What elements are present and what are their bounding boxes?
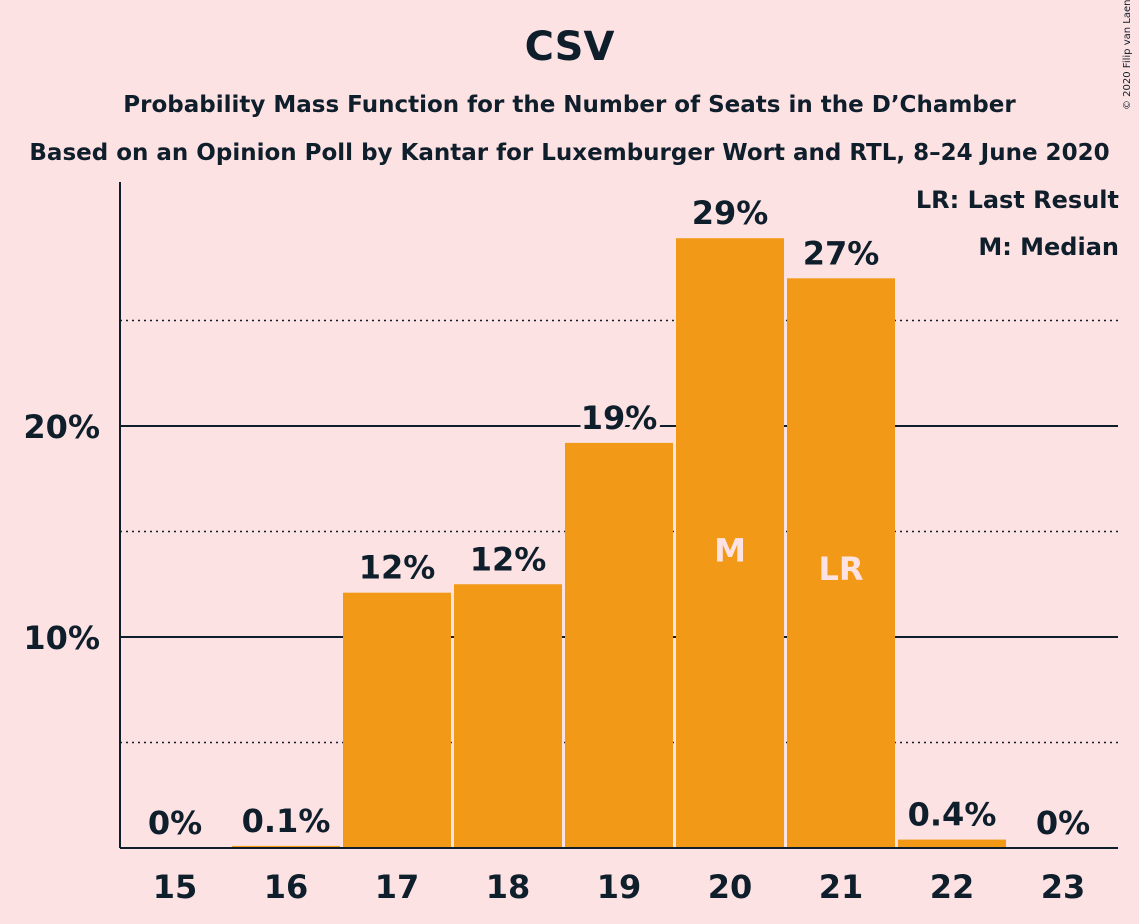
- chart-title: CSV: [524, 24, 615, 70]
- bar-value-label: 29%: [692, 194, 769, 232]
- bar-marker-label: M: [714, 531, 746, 569]
- bar-marker-label: LR: [818, 550, 863, 588]
- x-tick-label: 16: [264, 868, 309, 906]
- bar-value-label: 12%: [359, 549, 436, 587]
- bar-value-label: 19%: [581, 399, 658, 437]
- bar-value-label: 0%: [148, 804, 202, 842]
- bar-value-label: 0%: [1036, 804, 1090, 842]
- bar: [898, 839, 1006, 848]
- chart-subtitle: Probability Mass Function for the Number…: [123, 92, 1016, 118]
- y-tick-label: 20%: [23, 408, 100, 446]
- chart-source-subtitle: Based on an Opinion Poll by Kantar for L…: [29, 140, 1110, 166]
- bar: [787, 278, 895, 848]
- x-tick-label: 21: [819, 868, 864, 906]
- x-tick-label: 18: [486, 868, 531, 906]
- x-tick-label: 23: [1041, 868, 1086, 906]
- bar: [343, 592, 451, 848]
- x-tick-label: 15: [153, 868, 198, 906]
- bar-value-label: 0.1%: [242, 802, 331, 840]
- bar: [232, 845, 340, 848]
- x-tick-label: 19: [597, 868, 642, 906]
- legend-median: M: Median: [978, 233, 1119, 261]
- x-tick-label: 17: [375, 868, 420, 906]
- x-tick-label: 20: [708, 868, 753, 906]
- bar: [454, 584, 562, 848]
- bar-value-label: 12%: [470, 540, 547, 578]
- x-tick-label: 22: [930, 868, 975, 906]
- bar-value-label: 27%: [803, 234, 880, 272]
- legend-last-result: LR: Last Result: [915, 186, 1119, 214]
- bar: [676, 238, 784, 848]
- y-tick-label: 10%: [23, 619, 100, 657]
- bar: [565, 442, 673, 848]
- bar-value-label: 0.4%: [908, 796, 997, 834]
